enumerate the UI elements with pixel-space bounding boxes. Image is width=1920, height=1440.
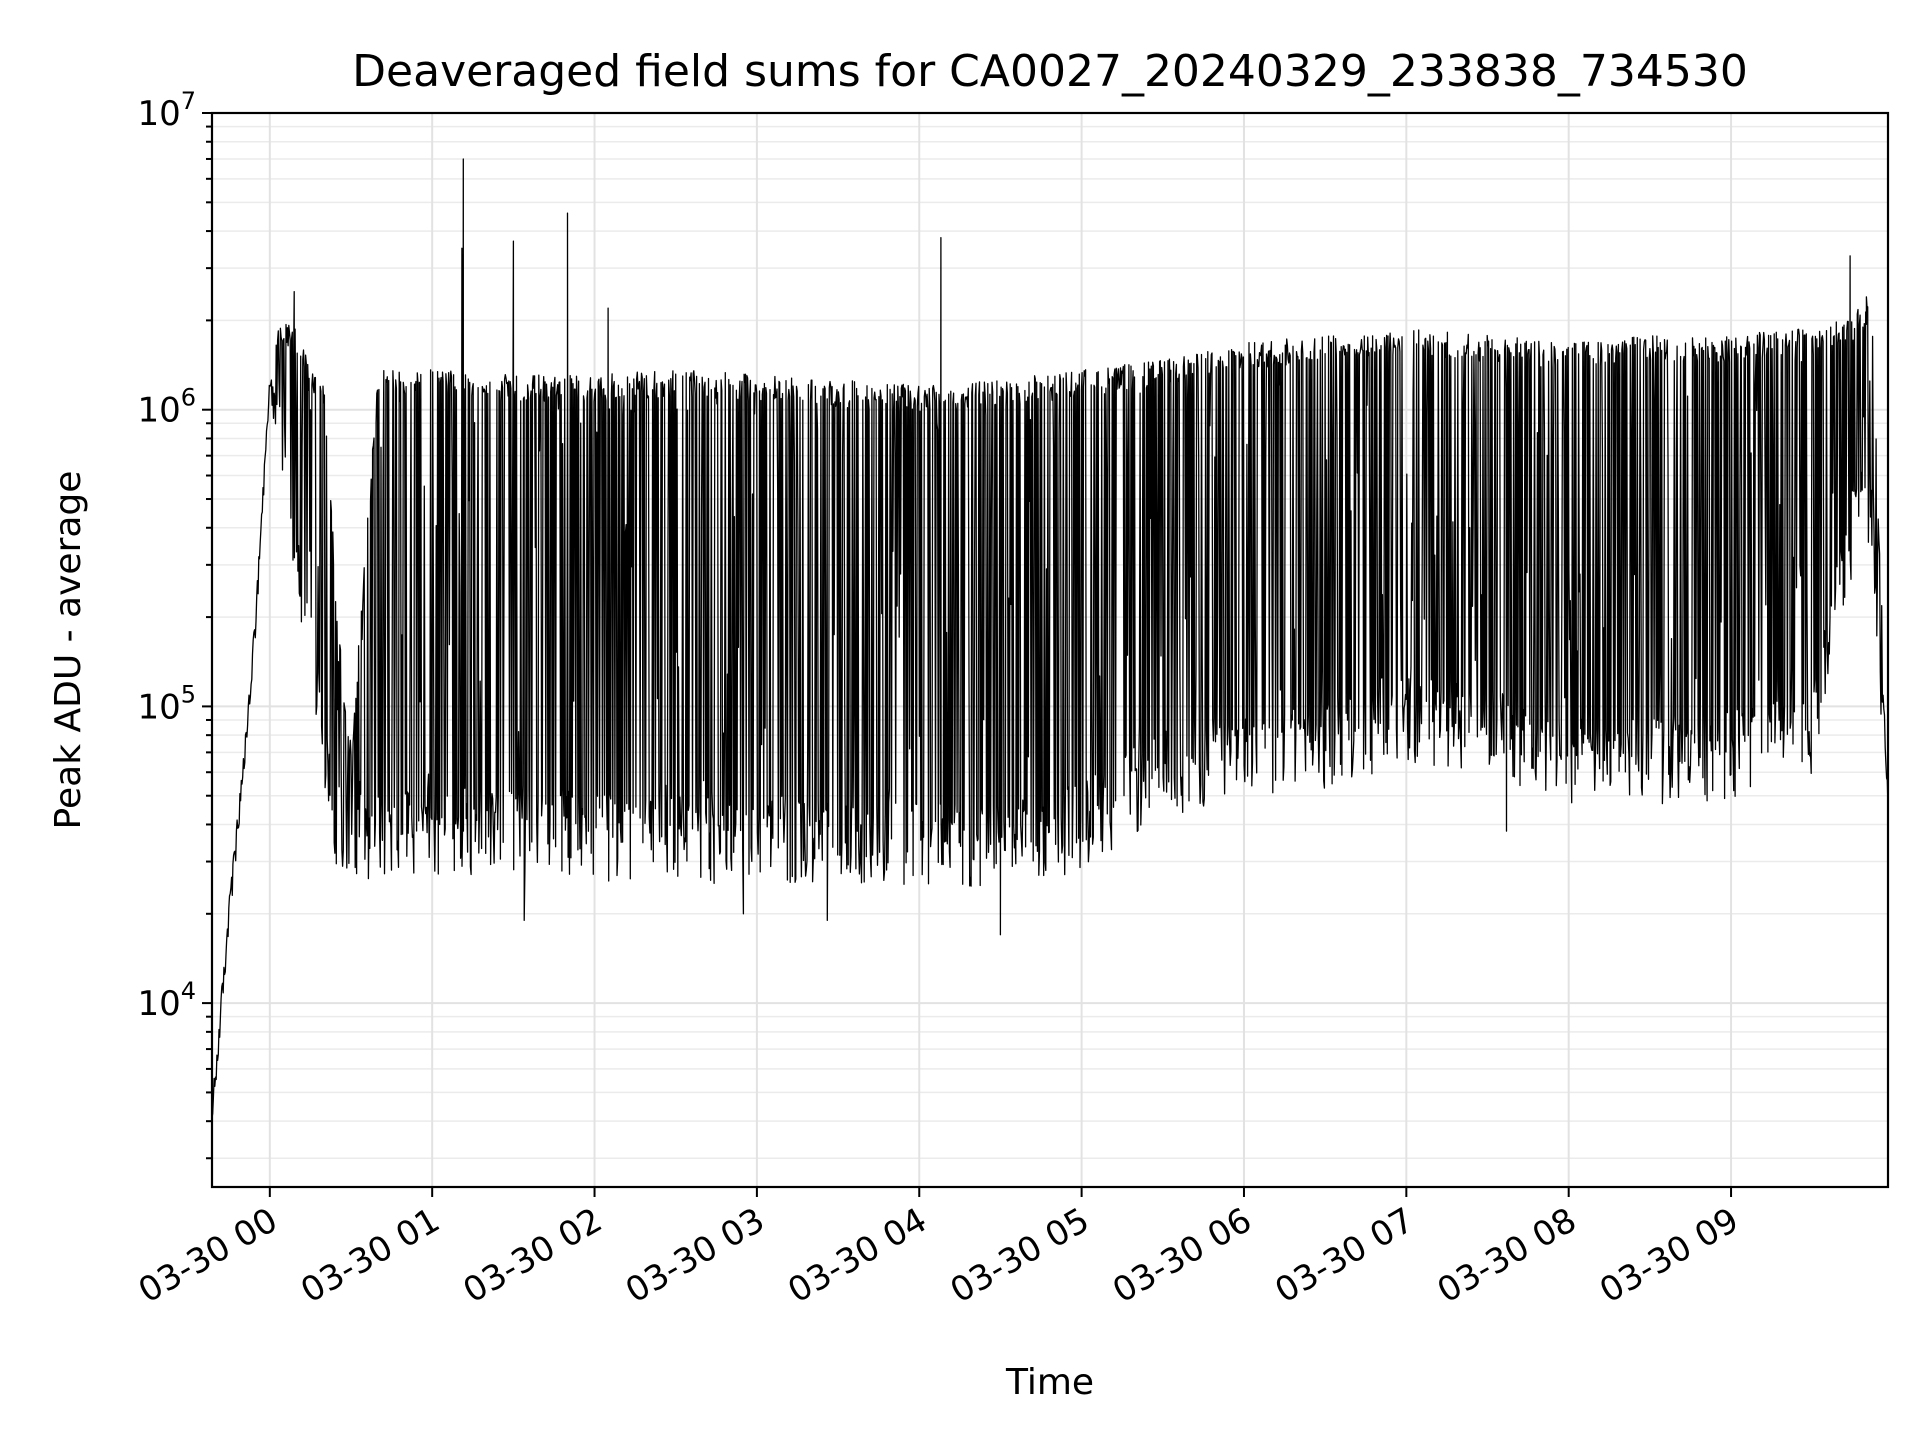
x-tick-label: 03-30 08 [1431,1200,1583,1311]
x-axis-ticks: 03-30 00 03-30 01 03-30 02 03-30 03 03-30 04… [132,1187,1746,1311]
x-axis-label: Time [1005,1362,1094,1403]
x-tick-label: 03-30 09 [1593,1200,1745,1311]
x-tick-label: 03-30 05 [944,1200,1096,1311]
series [212,158,1888,1119]
y-tick-label: 107 [137,87,196,134]
plot-frame [210,111,1890,1189]
y-tick-label: 105 [137,680,196,727]
y-tick-label: 104 [137,977,196,1024]
x-tick-label: 03-30 07 [1268,1200,1420,1311]
x-tick-label: 03-30 01 [294,1200,446,1311]
x-tick-label: 03-30 00 [132,1200,284,1311]
y-tick-label: 106 [137,384,196,431]
x-tick-label: 03-30 02 [457,1200,609,1311]
x-tick-label: 03-30 06 [1106,1200,1258,1311]
y-axis-ticks: 104 105 106 107 [137,87,212,1160]
x-tick-label: 03-30 04 [781,1200,933,1311]
x-tick-label: 03-30 03 [619,1200,771,1311]
y-axis-label: Peak ADU - average [48,471,89,830]
chart-title: Deaveraged field sums for CA0027_2024032… [352,46,1748,97]
series-line [212,158,1888,1119]
